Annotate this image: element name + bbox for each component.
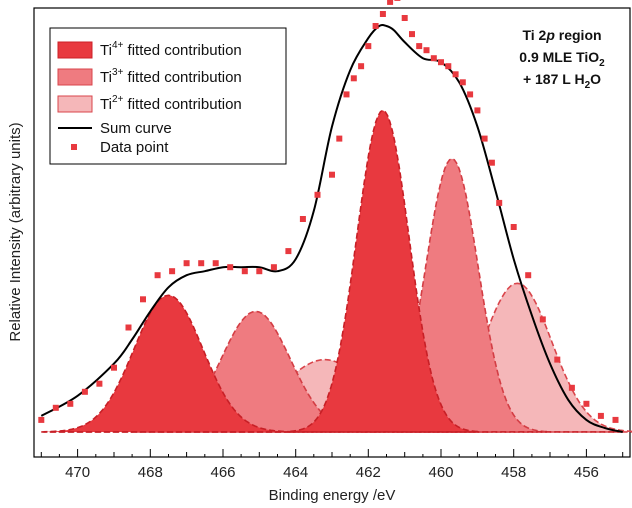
legend-label-sum: Sum curve [100, 120, 172, 137]
data-point [488, 159, 495, 166]
data-point [241, 268, 248, 275]
legend-label-ti4: Ti4+ fitted contribution [100, 40, 242, 59]
fitted-contributions [41, 109, 632, 433]
data-point [358, 63, 365, 70]
x-tick-label: 458 [501, 464, 526, 481]
annotation-line-1: Ti 2p region [522, 27, 601, 43]
data-point [154, 272, 161, 279]
legend-label-ti2: Ti2+ fitted contribution [100, 94, 242, 113]
data-point [38, 416, 45, 423]
data-point [336, 135, 343, 142]
fit-peak-2-0 [160, 358, 490, 433]
data-point [270, 264, 277, 271]
data-point [481, 135, 488, 142]
legend-swatch-ti2 [57, 95, 93, 113]
data-point [401, 15, 408, 21]
data-point [227, 264, 234, 271]
data-point [343, 91, 350, 98]
data-point [612, 416, 619, 423]
data-point [285, 248, 292, 255]
data-point [452, 71, 459, 78]
data-point [350, 75, 357, 82]
data-point [554, 356, 561, 363]
x-tick-label: 468 [138, 464, 163, 481]
data-point [212, 260, 219, 267]
data-point [597, 412, 604, 419]
data-point [510, 224, 517, 230]
data-point [474, 107, 481, 114]
y-axis-title: Relative Intensity (arbitrary units) [7, 122, 24, 341]
data-point [52, 404, 59, 411]
data-point [372, 23, 379, 29]
data-point [183, 260, 190, 267]
sum-curve [40, 23, 623, 433]
data-point [96, 380, 103, 387]
data-point [125, 324, 132, 331]
data-point [583, 400, 590, 407]
legend-swatch-data [71, 144, 77, 150]
data-point [430, 55, 437, 62]
data-points-group [38, 0, 619, 423]
x-tick-label: 464 [283, 464, 308, 481]
legend-label-ti3: Ti3+ fitted contribution [100, 67, 242, 86]
sum-curve-group [40, 23, 623, 433]
x-tick-label: 460 [428, 464, 453, 481]
data-point [539, 316, 546, 323]
x-tick-label: 466 [210, 464, 235, 481]
data-point [525, 272, 532, 279]
data-point [459, 79, 466, 86]
data-point [111, 364, 117, 371]
data-point [329, 171, 335, 178]
legend-swatch-ti4 [57, 41, 93, 59]
data-point [140, 296, 146, 303]
data-point [467, 91, 474, 98]
legend: Ti4+ fitted contribution Ti3+ fitted con… [49, 27, 287, 165]
data-point [379, 11, 386, 17]
x-tick-label: 470 [65, 464, 90, 481]
x-axis-title: Binding energy /eV [269, 487, 396, 504]
fit-peak-0-0 [43, 294, 294, 433]
legend-label-data: Data point [100, 139, 169, 156]
legend-swatch-ti3 [57, 68, 93, 86]
data-point [169, 268, 176, 275]
data-point [416, 43, 423, 50]
data-point [198, 260, 205, 267]
region-annotation: Ti 2p region 0.9 MLE TiO2 + 187 L H2O [519, 27, 605, 91]
x-axis: 470 468 466 464 462 460 458 456 [40, 449, 624, 481]
data-point [314, 191, 321, 198]
data-point [256, 268, 263, 275]
fit-peak-0-1 [287, 109, 478, 433]
annotation-line-3: + 187 L H2O [523, 71, 601, 91]
data-point [394, 0, 401, 1]
data-point [81, 388, 88, 395]
data-point [496, 199, 503, 206]
data-point [387, 0, 394, 5]
data-point [299, 216, 306, 222]
data-point [67, 400, 74, 407]
data-point [409, 31, 415, 38]
data-point [423, 47, 430, 54]
data-point [438, 59, 444, 66]
data-point [568, 384, 575, 391]
data-point [365, 43, 372, 50]
x-tick-label: 456 [574, 464, 599, 481]
x-tick-label: 462 [356, 464, 381, 481]
data-point [445, 63, 452, 70]
annotation-line-2: 0.9 MLE TiO2 [519, 49, 605, 69]
